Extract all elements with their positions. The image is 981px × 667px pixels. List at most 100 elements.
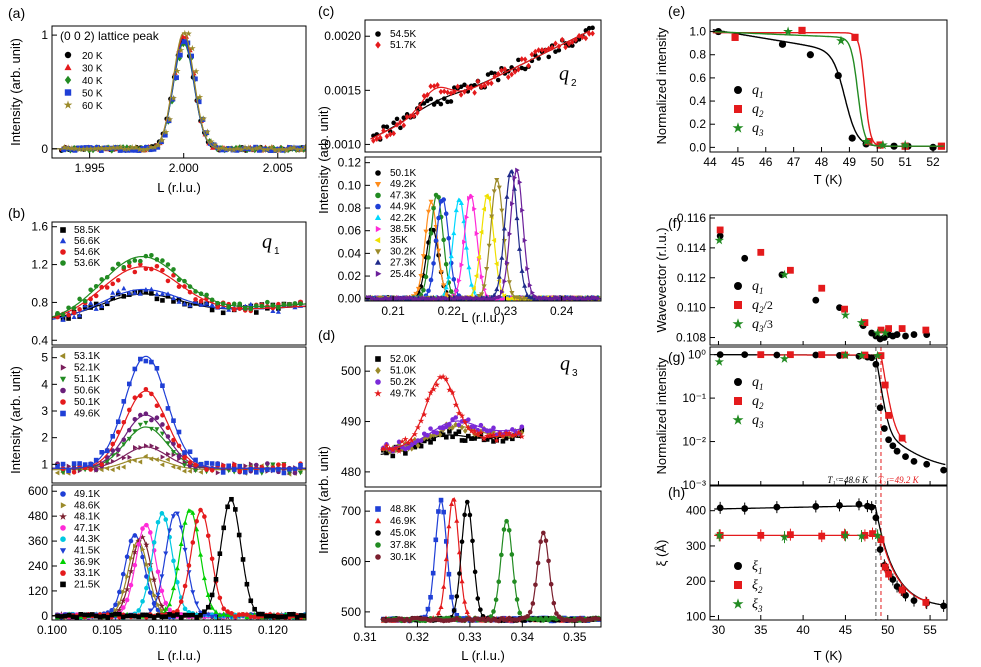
data-point <box>171 441 176 447</box>
legend-marker <box>60 525 66 531</box>
data-point <box>186 563 192 568</box>
data-point <box>185 30 192 37</box>
data-point <box>138 356 143 362</box>
data-point <box>519 268 525 273</box>
data-point <box>182 520 188 525</box>
data-point <box>128 582 134 588</box>
data-point <box>418 443 424 449</box>
data-point <box>757 351 765 359</box>
data-point <box>425 98 430 104</box>
data-point <box>237 469 243 474</box>
legend-label: 49.2K <box>390 179 416 190</box>
data-point <box>458 91 464 98</box>
data-point <box>898 325 906 332</box>
data-point <box>438 604 444 609</box>
data-point <box>148 456 154 462</box>
data-point <box>97 614 103 620</box>
data-point <box>292 301 298 306</box>
legend-label-sub: 1 <box>759 286 764 296</box>
data-point <box>270 467 276 473</box>
data-point <box>77 461 82 466</box>
data-point <box>500 438 506 444</box>
data-point <box>115 288 121 294</box>
y-axis-label: Intensity (arb. unit) <box>8 366 23 474</box>
data-point <box>877 326 885 334</box>
x-tick-label: 2.005 <box>263 161 293 175</box>
data-point <box>154 291 160 297</box>
data-point <box>88 287 93 293</box>
data-point <box>287 302 292 307</box>
fit-line <box>712 29 945 147</box>
data-point <box>451 277 457 282</box>
data-point <box>275 146 283 153</box>
data-point <box>217 551 223 556</box>
data-point <box>494 178 500 183</box>
data-point <box>503 435 509 441</box>
data-point <box>104 285 110 290</box>
data-point <box>506 527 512 533</box>
data-point <box>459 539 465 545</box>
data-point <box>61 147 67 153</box>
data-point <box>147 566 153 572</box>
data-point <box>426 255 431 260</box>
data-point <box>254 462 259 468</box>
data-point <box>110 458 116 464</box>
data-point <box>270 303 276 308</box>
data-point <box>441 283 447 288</box>
data-point <box>453 431 459 437</box>
data-point <box>462 239 467 245</box>
data-point <box>527 282 533 288</box>
data-point <box>504 194 510 199</box>
data-point <box>93 301 99 307</box>
y-tick-label: 0.0 <box>689 140 706 154</box>
data-point <box>120 597 127 604</box>
data-point <box>121 589 126 595</box>
data-point <box>99 277 104 282</box>
data-point <box>468 427 475 434</box>
data-point <box>469 282 474 287</box>
data-point <box>440 373 447 380</box>
data-point <box>115 465 121 471</box>
data-point <box>196 99 202 105</box>
data-point <box>399 438 406 445</box>
data-point <box>190 590 196 595</box>
data-point <box>132 395 138 401</box>
data-point <box>408 113 413 120</box>
data-point <box>459 578 465 584</box>
data-point <box>110 433 116 439</box>
data-point <box>494 261 499 267</box>
data-point <box>510 436 515 442</box>
data-point <box>281 470 287 476</box>
legend-label-sub: 3 <box>758 420 764 430</box>
data-point <box>62 613 68 619</box>
data-point <box>454 295 460 301</box>
data-point <box>245 144 253 151</box>
data-point <box>520 207 525 213</box>
data-point <box>423 274 429 280</box>
data-point <box>170 94 177 101</box>
data-point <box>297 470 303 476</box>
plot-area-b3 <box>52 496 306 620</box>
data-point <box>411 430 418 437</box>
data-point <box>462 82 467 88</box>
data-point <box>488 428 493 433</box>
data-point <box>116 606 123 613</box>
data-point <box>160 607 165 613</box>
data-point <box>220 301 226 307</box>
data-point <box>86 612 91 618</box>
x-tick-label: 0.115 <box>203 623 232 637</box>
legend-label: 44.9K <box>390 202 416 213</box>
data-point <box>91 145 98 152</box>
data-point <box>812 296 820 304</box>
data-point <box>474 294 480 300</box>
data-point <box>443 375 450 382</box>
legend-label-main: q <box>752 298 759 313</box>
data-point <box>102 145 110 152</box>
data-point <box>409 445 414 452</box>
data-point <box>193 468 199 474</box>
data-point <box>144 562 150 568</box>
data-point <box>302 613 306 618</box>
plot-area-b2 <box>52 355 306 477</box>
data-point <box>187 302 193 308</box>
data-point <box>425 91 430 98</box>
